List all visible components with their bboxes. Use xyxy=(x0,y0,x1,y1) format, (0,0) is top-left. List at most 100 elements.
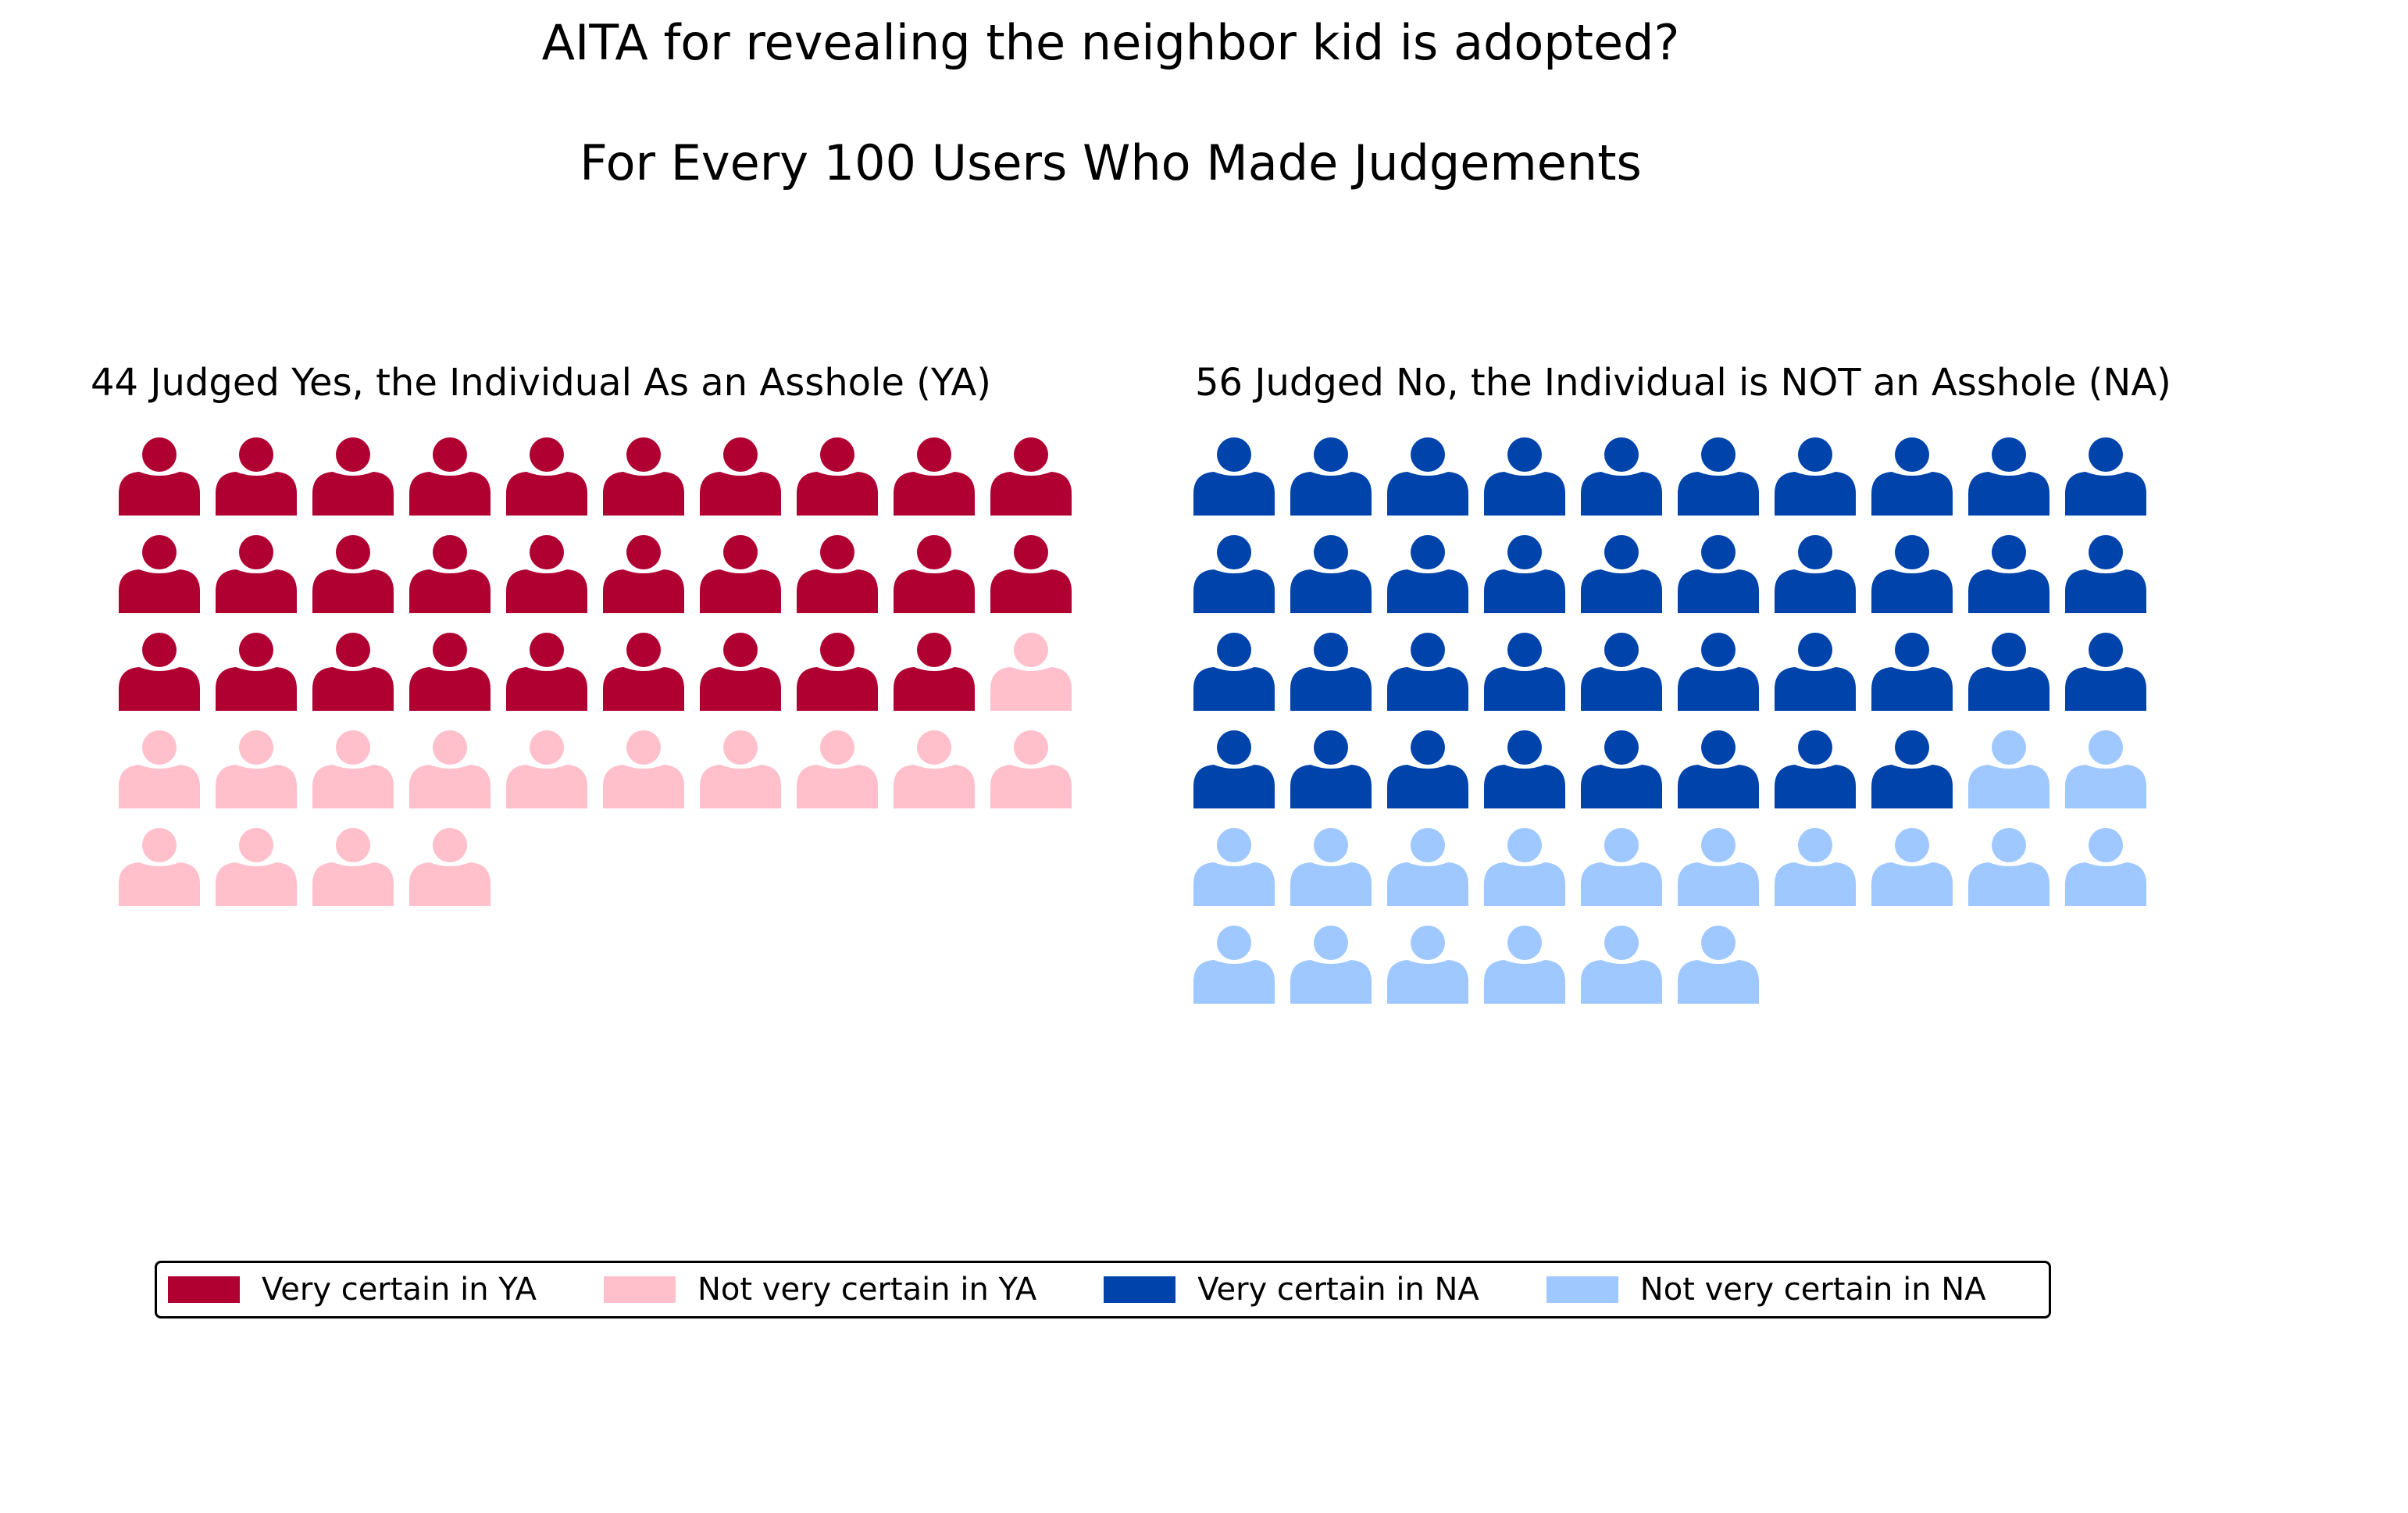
ya-panel-title: 44 Judged Yes, the Individual As an Assh… xyxy=(91,361,992,405)
chart-title: AITA for revealing the neighbor kid is a… xyxy=(541,14,1680,71)
na-panel-title: 56 Judged No, the Individual is NOT an A… xyxy=(1195,361,2171,405)
person-icon xyxy=(1387,730,1468,808)
legend-label: Not very certain in YA xyxy=(697,1272,1037,1308)
person-icon xyxy=(2065,828,2146,906)
legend-item-not-very-certain-na: Not very certain in NA xyxy=(1546,1272,1986,1308)
person-icon xyxy=(990,535,1072,613)
legend-swatch xyxy=(1546,1276,1618,1303)
legend-swatch xyxy=(1104,1276,1176,1303)
person-icon xyxy=(506,730,587,808)
person-icon xyxy=(506,437,587,516)
legend-item-very-certain-na: Very certain in NA xyxy=(1104,1272,1479,1308)
person-icon xyxy=(797,535,878,613)
person-icon xyxy=(1484,926,1565,1004)
person-icon xyxy=(1775,633,1856,711)
person-icon xyxy=(216,437,297,516)
person-icon xyxy=(894,730,975,808)
person-icon xyxy=(119,633,200,711)
person-icon xyxy=(990,437,1072,516)
person-icon xyxy=(1871,828,1953,906)
person-icon xyxy=(990,730,1072,808)
person-icon xyxy=(1678,535,1759,613)
person-icon xyxy=(409,730,491,808)
person-icon xyxy=(1290,828,1372,906)
person-icon xyxy=(1678,633,1759,711)
person-icon xyxy=(216,828,297,906)
legend-item-not-very-certain-ya: Not very certain in YA xyxy=(604,1272,1036,1308)
person-icon xyxy=(1193,633,1275,711)
person-icon xyxy=(1871,730,1953,808)
person-icon xyxy=(1871,633,1953,711)
chart-subtitle: For Every 100 Users Who Made Judgements xyxy=(580,134,1642,191)
person-icon xyxy=(409,437,491,516)
person-icon xyxy=(700,730,781,808)
person-icon xyxy=(1193,535,1275,613)
legend-label: Not very certain in NA xyxy=(1639,1272,1986,1308)
person-icon xyxy=(700,437,781,516)
person-icon xyxy=(506,633,587,711)
person-icon xyxy=(1290,437,1372,516)
person-icon xyxy=(119,828,200,906)
person-icon xyxy=(603,535,684,613)
legend-label: Very certain in NA xyxy=(1197,1272,1479,1308)
person-icon xyxy=(894,633,975,711)
person-icon xyxy=(1678,437,1759,516)
person-icon xyxy=(409,535,491,613)
person-icon xyxy=(2065,535,2146,613)
legend-swatch xyxy=(604,1276,676,1303)
person-icon xyxy=(1484,730,1565,808)
person-icon xyxy=(216,730,297,808)
person-icon xyxy=(1484,828,1565,906)
person-icon xyxy=(1581,633,1662,711)
person-icon xyxy=(797,633,878,711)
person-icon xyxy=(312,730,394,808)
person-icon xyxy=(216,633,297,711)
person-icon xyxy=(119,437,200,516)
person-icon xyxy=(1581,730,1662,808)
person-icon xyxy=(603,437,684,516)
person-icon xyxy=(1581,437,1662,516)
person-icon xyxy=(1387,437,1468,516)
person-icon xyxy=(506,535,587,613)
person-icon xyxy=(894,437,975,516)
person-icon xyxy=(1581,926,1662,1004)
person-icon xyxy=(1775,535,1856,613)
person-icon xyxy=(1581,535,1662,613)
person-icon xyxy=(1968,828,2049,906)
person-icon xyxy=(700,633,781,711)
person-icon xyxy=(1484,535,1565,613)
person-icon xyxy=(2065,437,2146,516)
person-icon xyxy=(1678,926,1759,1004)
person-icon xyxy=(312,633,394,711)
person-icon xyxy=(1290,633,1372,711)
person-icon xyxy=(1193,926,1275,1004)
person-icon xyxy=(409,633,491,711)
person-icon xyxy=(894,535,975,613)
person-icon xyxy=(700,535,781,613)
person-icon xyxy=(1968,730,2049,808)
legend-swatch xyxy=(168,1276,240,1303)
person-icon xyxy=(797,437,878,516)
person-icon xyxy=(603,633,684,711)
person-icon xyxy=(312,535,394,613)
person-icon xyxy=(312,437,394,516)
person-icon xyxy=(119,535,200,613)
person-icon xyxy=(1387,535,1468,613)
legend-label: Very certain in YA xyxy=(262,1272,537,1308)
person-icon xyxy=(119,730,200,808)
person-icon xyxy=(1968,437,2049,516)
person-icon xyxy=(1678,730,1759,808)
person-icon xyxy=(1775,730,1856,808)
person-icon xyxy=(1387,926,1468,1004)
person-icon xyxy=(1871,437,1953,516)
person-icon xyxy=(990,633,1072,711)
person-icon xyxy=(1968,535,2049,613)
person-icon xyxy=(1193,828,1275,906)
person-icon xyxy=(1775,828,1856,906)
person-icon xyxy=(1871,535,1953,613)
person-icon xyxy=(1290,926,1372,1004)
person-icon xyxy=(2065,633,2146,711)
person-icon xyxy=(409,828,491,906)
person-icon xyxy=(1387,633,1468,711)
person-icon xyxy=(1968,633,2049,711)
